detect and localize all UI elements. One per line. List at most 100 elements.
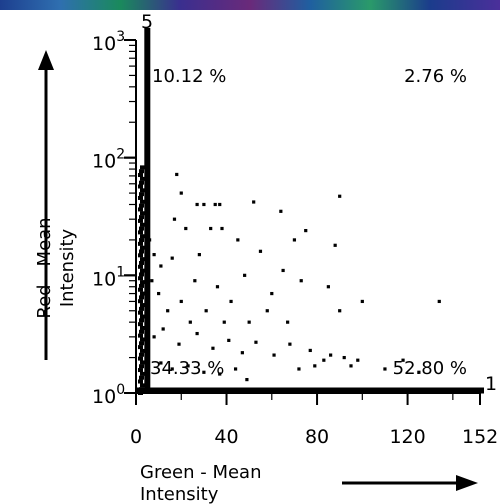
- data-point: [152, 253, 156, 257]
- data-point: [195, 331, 199, 336]
- data-point: [417, 370, 421, 374]
- data-point: [202, 202, 206, 207]
- data-point: [229, 299, 233, 304]
- data-point: [152, 335, 156, 339]
- x-axis-title-line1: Green - Mean: [140, 462, 262, 483]
- dense-population-cell: [139, 249, 144, 254]
- data-point: [272, 353, 276, 357]
- dense-population-cell: [138, 241, 143, 246]
- x-tick-label: 120: [389, 426, 425, 448]
- data-point: [172, 217, 177, 221]
- dense-population-cell: [139, 329, 144, 334]
- data-point: [329, 353, 333, 357]
- data-point: [247, 320, 251, 324]
- data-point: [157, 291, 161, 296]
- dense-population-cell: [139, 203, 144, 208]
- data-point: [177, 342, 181, 346]
- dense-population-cell: [139, 226, 144, 231]
- vertical-gate-line: [144, 28, 151, 393]
- dense-population-cell: [140, 245, 145, 250]
- data-point: [349, 364, 353, 368]
- dense-population-cell: [138, 345, 143, 350]
- x-tick-label: 40: [214, 426, 238, 448]
- data-point: [193, 279, 197, 283]
- data-point: [213, 202, 217, 207]
- dense-population-cell: [138, 276, 143, 281]
- y-axis-title-line2: Intensity: [57, 228, 78, 307]
- data-point: [304, 228, 308, 233]
- dense-population-cell: [140, 280, 145, 285]
- y-tick-exponent: 2: [116, 147, 125, 163]
- dense-population-cell: [138, 195, 143, 200]
- dense-population-cell: [138, 322, 143, 327]
- data-point: [258, 249, 263, 253]
- x-axis-title-line2: Intensity: [140, 484, 219, 504]
- dense-population-cell: [140, 222, 145, 227]
- data-point: [245, 377, 249, 382]
- y-axis-arrow-head: [38, 50, 54, 70]
- dense-population-cell: [140, 383, 145, 388]
- y-tick-label: 103: [92, 29, 125, 55]
- dense-population-cell: [140, 188, 145, 193]
- data-point: [322, 358, 326, 362]
- dense-population-cell: [140, 360, 145, 365]
- dense-population-cell: [139, 215, 144, 220]
- dense-population-cell: [139, 192, 144, 197]
- dense-population-cell: [138, 287, 143, 292]
- x-tick-label: 0: [130, 426, 142, 448]
- dense-population-cell: [140, 234, 145, 239]
- horizontal-gate-label: 1: [485, 373, 497, 395]
- data-point: [286, 320, 290, 324]
- dense-population-cell: [138, 184, 143, 189]
- data-point: [383, 367, 387, 371]
- data-point: [236, 238, 240, 242]
- data-point: [401, 358, 405, 362]
- dense-population-cell: [138, 356, 143, 361]
- data-point: [265, 309, 269, 313]
- data-point: [299, 279, 303, 283]
- data-point: [308, 348, 312, 353]
- data-point: [222, 320, 226, 324]
- dense-population-cell: [140, 268, 145, 273]
- horizontal-gate-line: [136, 387, 484, 394]
- data-point: [179, 299, 183, 304]
- data-point: [326, 285, 330, 289]
- data-point: [233, 367, 238, 371]
- data-point: [161, 327, 165, 331]
- data-point: [159, 264, 163, 268]
- data-point: [342, 355, 346, 360]
- dense-population-cell: [139, 306, 144, 311]
- quadrant-lower-left-percent: 34.33 %: [150, 358, 224, 379]
- dense-population-cell: [140, 291, 145, 296]
- data-point: [292, 238, 297, 242]
- data-point: [202, 370, 206, 374]
- y-axis-title-line1: Red - Mean: [34, 217, 55, 318]
- data-point: [218, 372, 222, 376]
- data-point: [159, 361, 163, 365]
- dense-population-cell: [139, 341, 144, 346]
- dense-population-cell: [138, 207, 143, 212]
- dense-population-cell: [140, 176, 145, 181]
- data-point: [270, 291, 274, 296]
- x-axis-arrow-head: [456, 475, 478, 491]
- data-point: [220, 226, 224, 231]
- dense-population-cell: [139, 318, 144, 323]
- data-point: [313, 364, 317, 368]
- data-point: [179, 191, 183, 195]
- dense-population-cell: [139, 260, 144, 265]
- data-point: [170, 256, 174, 260]
- dense-population-cell: [138, 253, 143, 258]
- dense-population-cell: [138, 368, 143, 373]
- dense-population-cell: [138, 379, 143, 384]
- data-point: [338, 194, 342, 198]
- data-point: [188, 320, 192, 324]
- quadrant-lower-right-percent: 52.80 %: [393, 358, 467, 379]
- data-point: [297, 367, 301, 371]
- dense-population-cell: [140, 371, 145, 376]
- data-point: [215, 285, 220, 289]
- data-point: [186, 364, 190, 368]
- data-point: [288, 342, 292, 346]
- data-point: [437, 299, 441, 304]
